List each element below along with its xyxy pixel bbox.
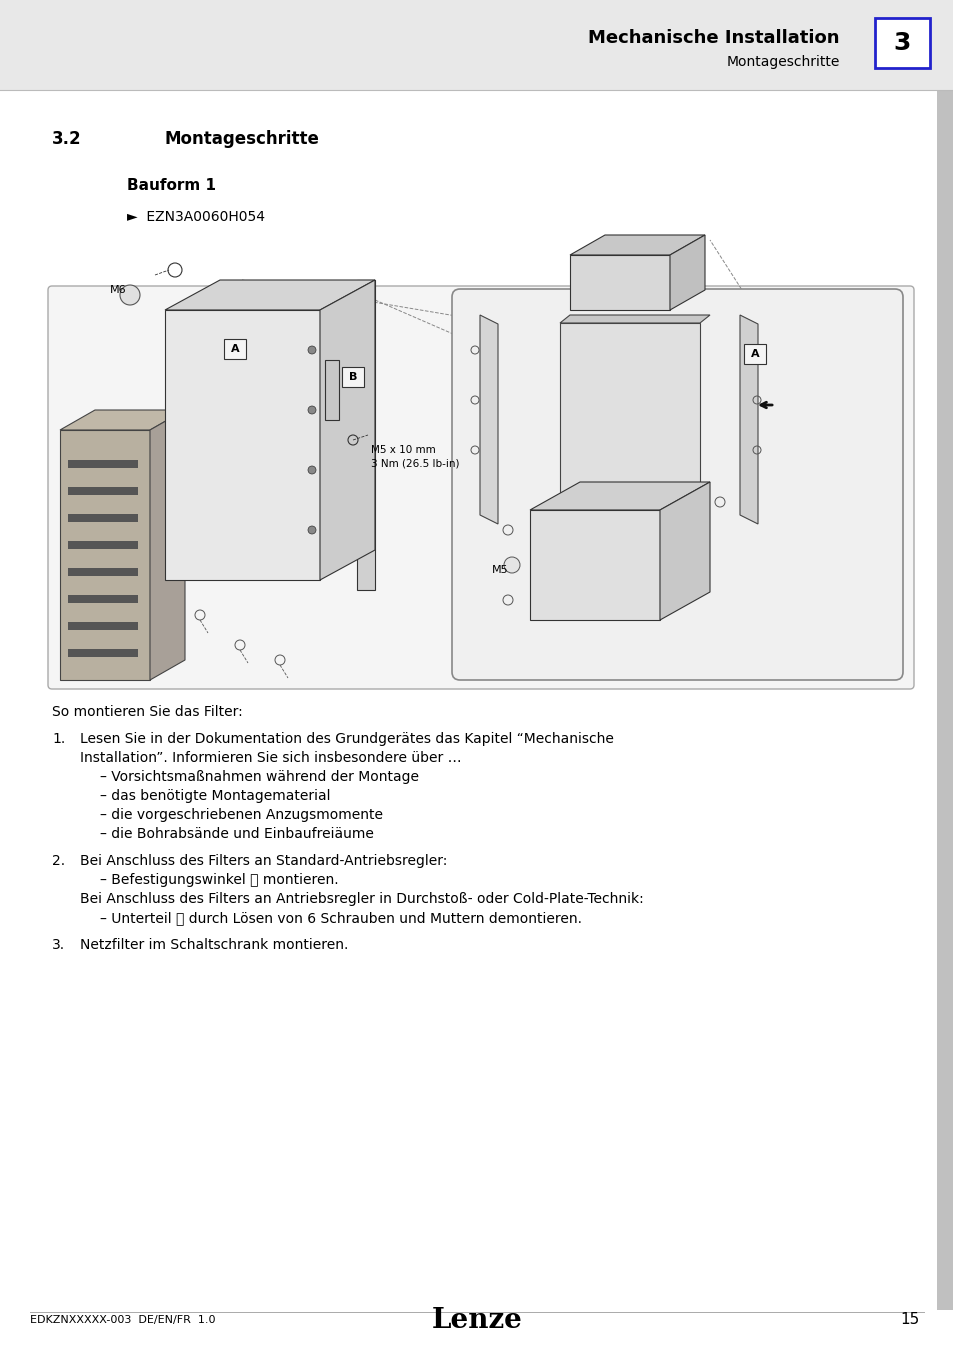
Circle shape <box>308 407 315 413</box>
Polygon shape <box>319 280 375 580</box>
Text: – die Bohrabsände und Einbaufreiäume: – die Bohrabsände und Einbaufreiäume <box>100 827 374 842</box>
Circle shape <box>503 557 519 573</box>
Text: – die vorgeschriebenen Anzugsmomente: – die vorgeschriebenen Anzugsmomente <box>100 808 382 821</box>
Polygon shape <box>60 430 150 680</box>
Text: 3 Nm (26.5 lb-in): 3 Nm (26.5 lb-in) <box>371 458 459 467</box>
Polygon shape <box>669 235 704 309</box>
Bar <box>68 648 138 657</box>
Text: M6: M6 <box>110 285 127 295</box>
Text: Lenze: Lenze <box>431 1306 522 1333</box>
Polygon shape <box>150 409 185 680</box>
Text: Bauform 1: Bauform 1 <box>127 178 215 193</box>
Text: – Unterteil Ⓐ durch Lösen von 6 Schrauben und Muttern demontieren.: – Unterteil Ⓐ durch Lösen von 6 Schraube… <box>100 911 581 925</box>
Polygon shape <box>559 315 709 323</box>
FancyBboxPatch shape <box>48 286 913 689</box>
Text: Bei Anschluss des Filters an Antriebsregler in Durchstoß- oder Cold-Plate-Techni: Bei Anschluss des Filters an Antriebsreg… <box>80 892 643 907</box>
Text: – Befestigungswinkel Ⓑ montieren.: – Befestigungswinkel Ⓑ montieren. <box>100 873 338 888</box>
Text: EDKZNXXXXX-003  DE/EN/FR  1.0: EDKZNXXXXX-003 DE/EN/FR 1.0 <box>30 1315 215 1325</box>
Text: – Vorsichtsmaßnahmen während der Montage: – Vorsichtsmaßnahmen während der Montage <box>100 770 418 784</box>
Bar <box>68 459 138 467</box>
Polygon shape <box>569 255 669 309</box>
Text: 2.: 2. <box>52 854 65 867</box>
FancyBboxPatch shape <box>224 339 246 359</box>
Text: 15: 15 <box>900 1313 919 1328</box>
Polygon shape <box>530 509 659 620</box>
Text: Mechanische Installation: Mechanische Installation <box>588 28 840 47</box>
Text: Lesen Sie in der Dokumentation des Grundgerätes das Kapitel “Mechanische: Lesen Sie in der Dokumentation des Grund… <box>80 732 613 746</box>
Text: EZN-034a: EZN-034a <box>855 669 903 680</box>
Text: Montageschritte: Montageschritte <box>726 55 840 69</box>
Polygon shape <box>165 309 319 580</box>
Bar <box>68 594 138 603</box>
Text: A: A <box>231 345 239 354</box>
Polygon shape <box>60 409 185 430</box>
Bar <box>68 486 138 494</box>
Bar <box>68 540 138 549</box>
Polygon shape <box>559 323 700 523</box>
Text: – das benötigte Montagematerial: – das benötigte Montagematerial <box>100 789 330 802</box>
Text: M5 x 10 mm: M5 x 10 mm <box>371 444 436 455</box>
FancyBboxPatch shape <box>452 289 902 680</box>
Polygon shape <box>325 359 338 420</box>
Bar <box>68 513 138 521</box>
Polygon shape <box>530 482 709 509</box>
Circle shape <box>308 346 315 354</box>
Text: M5: M5 <box>492 565 508 576</box>
Text: 3: 3 <box>892 31 910 55</box>
Polygon shape <box>569 235 704 255</box>
Text: Installation”. Informieren Sie sich insbesondere über …: Installation”. Informieren Sie sich insb… <box>80 751 461 765</box>
Text: So montieren Sie das Filter:: So montieren Sie das Filter: <box>52 705 242 719</box>
Bar <box>68 567 138 576</box>
Text: ►  EZN3A0060H054: ► EZN3A0060H054 <box>127 209 265 224</box>
Polygon shape <box>740 315 758 524</box>
Text: B: B <box>349 372 356 382</box>
Text: 1.: 1. <box>52 732 65 746</box>
Text: A: A <box>750 349 759 359</box>
Text: 3.2: 3.2 <box>52 130 82 149</box>
Text: Montageschritte: Montageschritte <box>165 130 319 149</box>
FancyBboxPatch shape <box>874 18 929 68</box>
Circle shape <box>308 526 315 534</box>
FancyBboxPatch shape <box>743 345 765 363</box>
Circle shape <box>308 466 315 474</box>
Polygon shape <box>659 482 709 620</box>
FancyBboxPatch shape <box>341 367 364 386</box>
Text: Bei Anschluss des Filters an Standard-Antriebsregler:: Bei Anschluss des Filters an Standard-An… <box>80 854 447 867</box>
Bar <box>68 621 138 630</box>
Polygon shape <box>479 315 497 524</box>
Circle shape <box>120 285 140 305</box>
Bar <box>936 91 953 1310</box>
Text: Netzfilter im Schaltschrank montieren.: Netzfilter im Schaltschrank montieren. <box>80 938 348 952</box>
Bar <box>0 0 953 91</box>
Polygon shape <box>356 280 375 590</box>
Polygon shape <box>165 280 375 309</box>
Text: 3.: 3. <box>52 938 65 952</box>
